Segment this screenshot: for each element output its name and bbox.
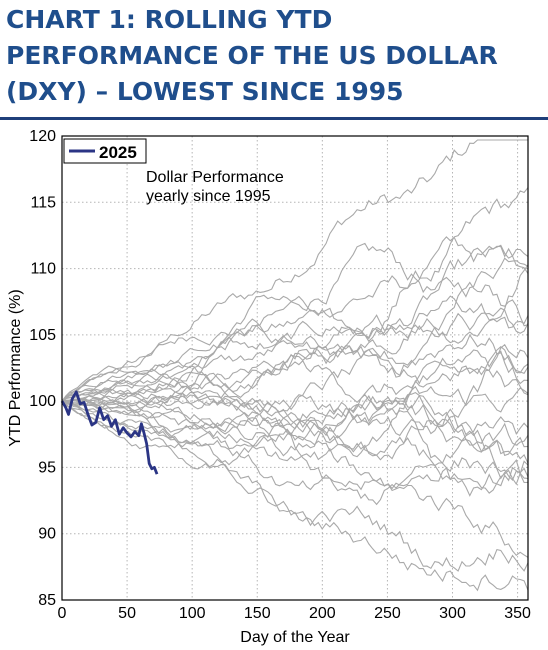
history-year-line <box>61 400 529 490</box>
history-year-line <box>61 390 529 457</box>
series-2025-line <box>60 390 159 475</box>
x-tick-labels: 0 50 100 150 200 250 300 350 <box>58 605 531 622</box>
history-year-line <box>61 244 529 402</box>
plot-frame <box>61 135 529 601</box>
history-lines <box>61 139 529 592</box>
y-tick-label: 110 <box>30 261 56 278</box>
x-tick-label: 250 <box>374 605 401 622</box>
history-year-line <box>61 400 529 506</box>
history-year-line <box>61 333 529 413</box>
legend: 2025 <box>63 138 147 164</box>
x-axis-label: Day of the Year <box>240 629 350 646</box>
y-tick-label: 100 <box>29 393 56 410</box>
y-tick-label: 85 <box>38 592 56 609</box>
y-tick-label: 105 <box>29 327 56 344</box>
chart-title: CHART 1: ROLLING YTD PERFORMANCE OF THE … <box>6 5 498 106</box>
history-year-line <box>61 295 529 403</box>
history-year-line <box>61 343 529 433</box>
legend-entry-2025: 2025 <box>99 143 137 162</box>
x-tick-label: 200 <box>309 605 336 622</box>
grid <box>62 136 528 600</box>
history-year-line <box>61 236 529 402</box>
history-year-line <box>61 399 529 467</box>
history-year-line <box>61 187 529 402</box>
annotation-line-2: yearly since 1995 <box>146 188 271 205</box>
history-year-line <box>61 385 529 441</box>
history-year-line <box>61 391 529 481</box>
title-divider <box>0 117 548 120</box>
history-year-line <box>61 365 529 458</box>
y-tick-labels: 85 90 95 100 105 110 115 120 <box>29 128 56 609</box>
history-year-line <box>61 345 529 405</box>
annotation-line-1: Dollar Performance <box>146 169 284 186</box>
x-tick-label: 150 <box>244 605 271 622</box>
x-tick-label: 100 <box>179 605 206 622</box>
x-tick-label: 300 <box>439 605 466 622</box>
history-year-line <box>61 400 529 558</box>
y-tick-label: 95 <box>38 459 56 476</box>
y-axis-label: YTD Performance (%) <box>7 289 24 446</box>
y-tick-label: 120 <box>29 128 56 145</box>
y-tick-label: 90 <box>38 526 56 543</box>
history-year-line <box>61 139 528 402</box>
y-tick-label: 115 <box>30 194 56 211</box>
x-tick-label: 50 <box>118 605 136 622</box>
history-year-line <box>61 264 529 402</box>
legend-box <box>63 138 147 164</box>
history-year-line <box>61 343 529 406</box>
x-tick-label: 0 <box>58 605 67 622</box>
current-year-line <box>60 390 159 475</box>
x-tick-label: 350 <box>504 605 531 622</box>
